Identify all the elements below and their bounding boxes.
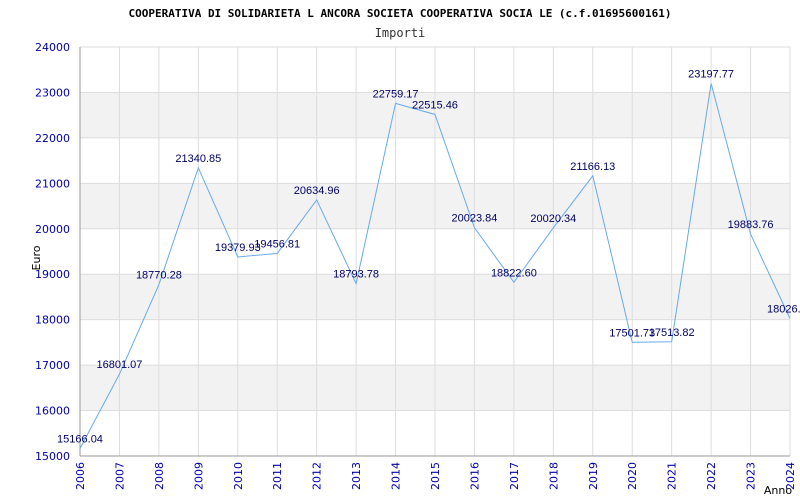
data-label: 21166.13	[570, 161, 615, 173]
x-tick-label: 2011	[271, 462, 284, 490]
y-tick-label: 15000	[35, 450, 70, 463]
x-tick-label: 2012	[311, 462, 324, 490]
data-label: 20634.96	[294, 185, 340, 197]
data-label: 18793.78	[333, 269, 379, 281]
data-label: 19379.93	[215, 242, 261, 254]
y-tick-label: 19000	[35, 268, 70, 281]
data-label: 18026.01	[767, 303, 800, 315]
x-tick-label: 2024	[784, 462, 797, 490]
y-tick-label: 17000	[35, 359, 70, 372]
data-label: 21340.85	[175, 153, 221, 165]
data-label: 20020.34	[530, 213, 576, 225]
data-label: 20023.84	[451, 213, 497, 225]
data-label: 19883.76	[728, 219, 774, 231]
y-tick-label: 16000	[35, 405, 70, 418]
x-tick-label: 2008	[153, 462, 166, 490]
data-label: 17513.82	[649, 327, 695, 339]
y-tick-label: 18000	[35, 314, 70, 327]
data-label: 15166.04	[57, 433, 103, 445]
x-tick-label: 2015	[429, 462, 442, 490]
data-label: 16801.07	[96, 359, 142, 371]
data-label: 18770.28	[136, 270, 182, 282]
y-tick-label: 20000	[35, 223, 70, 236]
series-line-group	[79, 83, 791, 449]
x-tick-label: 2020	[626, 462, 639, 490]
data-labels: 15166.04 16801.07 18770.28 21340.85 19379.93…	[57, 68, 800, 445]
chart-subtitle: Importi	[375, 26, 426, 40]
data-label: 22515.46	[412, 99, 458, 111]
x-tick-label: 2022	[705, 462, 718, 490]
x-tick-label: 2019	[587, 462, 600, 490]
grid-lines	[80, 46, 791, 456]
x-tick-label: 2016	[468, 462, 481, 490]
data-label: 23197.77	[688, 68, 734, 80]
x-tick-label: 2006	[74, 462, 87, 490]
x-tick-label: 2013	[350, 462, 363, 490]
series-line	[79, 83, 791, 449]
x-tick-label: 2009	[192, 462, 205, 490]
x-tick-label: 2021	[666, 462, 679, 490]
data-label: 19456.81	[254, 238, 300, 250]
x-tick-label: 2007	[113, 462, 126, 490]
y-tick-label: 23000	[35, 86, 70, 99]
data-label: 18822.60	[491, 267, 537, 279]
x-tick-label: 2014	[390, 462, 403, 490]
data-label: 17501.73	[609, 327, 655, 339]
data-label: 22759.17	[373, 88, 419, 100]
chart-title: COOPERATIVA DI SOLIDARIETA L ANCORA SOCI…	[128, 7, 671, 20]
x-tick-label: 2023	[745, 462, 758, 490]
y-tick-label: 22000	[35, 132, 70, 145]
y-tick-label: 21000	[35, 177, 70, 190]
x-tick-label: 2017	[508, 462, 521, 490]
y-tick-labels: 15000 16000 17000 18000 19000 20000 21000 22000…	[35, 41, 70, 463]
y-axis-label: Euro	[30, 245, 43, 270]
x-tick-labels: 2006 2007 2008 2009 2010 2011 2012 2013 2014 2015…	[74, 462, 797, 490]
x-tick-label: 2018	[547, 462, 560, 490]
x-tick-label: 2010	[232, 462, 245, 490]
x-axis-label: Anno	[764, 484, 792, 497]
y-tick-label: 24000	[35, 41, 70, 54]
